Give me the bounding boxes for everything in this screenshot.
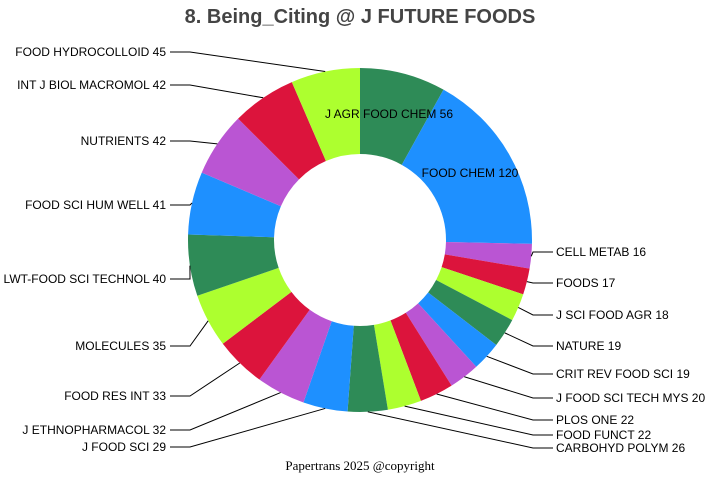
leader-line	[170, 265, 191, 280]
inside-label: J AGR FOOD CHEM 56	[325, 107, 453, 121]
leader-line	[530, 251, 553, 257]
slice-j-food-sci[interactable]	[303, 321, 354, 412]
leader-line	[170, 51, 326, 73]
leader-line	[436, 393, 553, 421]
leader-line	[504, 332, 553, 347]
slice-food-chem[interactable]	[401, 89, 532, 244]
slice-food-funct[interactable]	[373, 320, 421, 410]
leader-line	[518, 306, 553, 316]
leader-line	[170, 84, 264, 99]
outside-label: FOOD HYDROCOLLOID 45	[15, 45, 166, 59]
leader-line	[170, 407, 326, 448]
slice-labels: J AGR FOOD CHEM 56 FOOD CHEM 120 CELL META…	[4, 45, 706, 455]
outside-label: CELL METAB 16	[556, 245, 646, 259]
leader-line	[170, 392, 281, 431]
outside-label: J ETHNOPHARMACOL 32	[22, 423, 166, 437]
leader-line	[464, 376, 553, 399]
slice-j-sci-food-agr[interactable]	[436, 267, 524, 321]
leader-line	[170, 320, 209, 347]
slice-j-food-sci-tech-mys[interactable]	[405, 303, 477, 386]
slice-carbohyd-polym[interactable]	[347, 324, 388, 412]
leader-lines	[170, 51, 553, 449]
outside-label: J FOOD SCI TECH MYS 20	[556, 391, 705, 405]
outside-label: NUTRIENTS 42	[81, 134, 167, 148]
slice-plos-one[interactable]	[390, 312, 452, 401]
slice-j-agr-food-chem[interactable]	[360, 68, 444, 165]
outside-label: FOOD SCI HUM WELL 41	[25, 198, 166, 212]
copyright-footer: Papertrans 2025 @copyright	[285, 458, 435, 473]
leader-line	[486, 355, 553, 375]
leader-line	[170, 140, 218, 145]
slice-molecules[interactable]	[197, 267, 292, 344]
slice-j-ethnopharmacol[interactable]	[259, 309, 332, 403]
slice-nutrients[interactable]	[201, 118, 300, 207]
slice-food-sci-hum-well[interactable]	[188, 172, 281, 238]
slice-int-j-biol-macromol[interactable]	[238, 82, 326, 180]
leader-line	[367, 411, 553, 449]
outside-label: FOOD RES INT 33	[64, 389, 166, 403]
slice-food-res-int[interactable]	[222, 291, 310, 380]
outside-label: CARBOHYD POLYM 26	[556, 441, 685, 455]
outside-label: PLOS ONE 22	[556, 413, 634, 427]
outside-label: MOLECULES 35	[75, 339, 166, 353]
outside-label: NATURE 19	[556, 339, 621, 353]
outside-label: LWT-FOOD SCI TECHNOL 40	[4, 272, 167, 286]
slice-nature[interactable]	[428, 280, 513, 345]
slice-cell-metab[interactable]	[444, 241, 532, 269]
outside-label: INT J BIOL MACROMOL 42	[17, 78, 166, 92]
outside-label: J SCI FOOD AGR 18	[556, 308, 669, 322]
slice-crit-rev-food-sci[interactable]	[418, 292, 497, 367]
inside-label: FOOD CHEM 120	[422, 166, 519, 180]
slice-food-hydrocolloid[interactable]	[291, 68, 360, 162]
slice-foods[interactable]	[441, 254, 530, 295]
leader-line	[170, 362, 241, 397]
outside-label: J FOOD SCI 29	[82, 440, 166, 454]
leader-line	[170, 202, 193, 206]
donut-slices	[188, 68, 532, 412]
outside-label: FOOD FUNCT 22	[556, 428, 651, 442]
slice-lwt-food-sci-technol[interactable]	[188, 234, 279, 296]
chart-title: 8. Being_Citing @ J FUTURE FOODS	[184, 6, 536, 28]
outside-label: CRIT REV FOOD SCI 19	[556, 367, 690, 381]
leader-line	[526, 281, 553, 284]
outside-label: FOODS 17	[556, 276, 616, 290]
leader-line	[404, 405, 553, 436]
